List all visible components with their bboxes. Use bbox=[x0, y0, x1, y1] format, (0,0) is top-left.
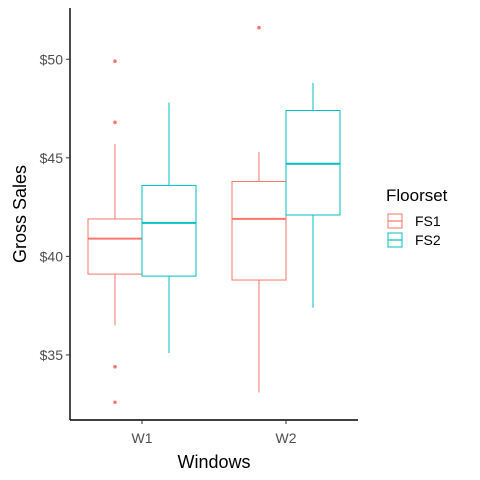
x-axis-ticks: W1 W2 bbox=[132, 420, 297, 446]
box-fs1-w2 bbox=[231, 25, 287, 393]
box-body bbox=[141, 184, 197, 277]
outlier-point bbox=[113, 59, 117, 64]
box-fs1-w1 bbox=[87, 59, 143, 405]
box-fs2-w2 bbox=[285, 82, 341, 308]
legend-entry-fs2: FS2 bbox=[387, 232, 441, 248]
y-tick-label: $40 bbox=[40, 248, 64, 264]
x-axis-title: Windows bbox=[177, 452, 250, 472]
box-fs2-w1 bbox=[141, 102, 197, 353]
legend-label: FS2 bbox=[415, 232, 441, 248]
outlier-point bbox=[257, 25, 261, 30]
y-tick-label: $45 bbox=[40, 150, 64, 166]
y-axis-ticks: $35 $40 $45 $50 bbox=[40, 51, 70, 363]
legend-entry-fs1: FS1 bbox=[387, 213, 441, 229]
outlier-point bbox=[113, 364, 117, 369]
y-tick-label: $35 bbox=[40, 347, 64, 363]
legend-label: FS1 bbox=[415, 213, 441, 229]
y-tick-label: $50 bbox=[40, 51, 64, 67]
outlier-point bbox=[113, 120, 117, 125]
x-tick-label: W1 bbox=[132, 430, 153, 446]
legend: Floorset FS1 FS2 bbox=[386, 186, 448, 248]
outlier-point bbox=[113, 400, 117, 405]
x-tick-label: W2 bbox=[276, 430, 297, 446]
box-body bbox=[87, 218, 143, 275]
legend-title: Floorset bbox=[386, 186, 448, 205]
y-axis-title: Gross Sales bbox=[10, 165, 30, 263]
plot-area bbox=[87, 25, 341, 405]
box-body bbox=[231, 180, 287, 281]
